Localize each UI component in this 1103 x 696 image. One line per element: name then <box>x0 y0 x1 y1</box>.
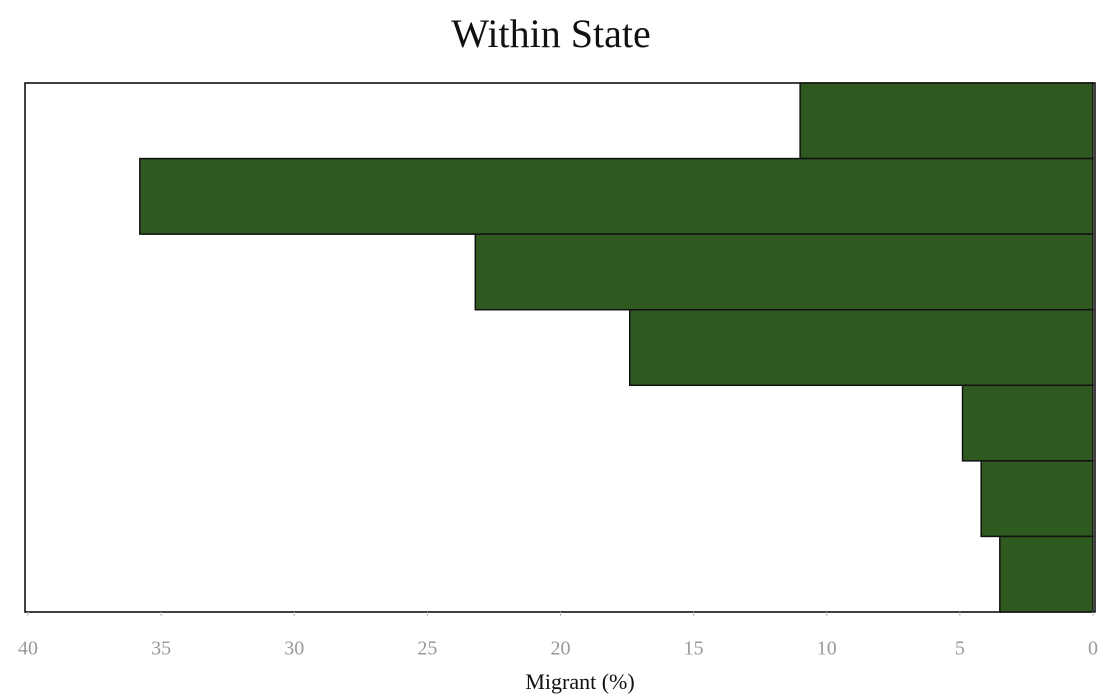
x-tick-label: 10 <box>817 638 837 660</box>
bar <box>139 157 1094 235</box>
bar <box>628 308 1094 387</box>
x-tick-label: 20 <box>551 638 571 660</box>
bar <box>799 82 1094 160</box>
chart-title: Within State <box>451 11 650 56</box>
x-tick-label: 5 <box>955 638 965 660</box>
x-tick-label: 40 <box>18 638 38 660</box>
bar <box>980 460 1094 538</box>
x-tick-label: 15 <box>684 638 704 660</box>
bar <box>961 384 1094 462</box>
x-tick-label: 35 <box>151 638 171 660</box>
bar <box>999 535 1094 613</box>
x-axis-label: Migrant (%) <box>525 669 634 694</box>
x-tick-label: 0 <box>1088 638 1098 660</box>
bar <box>474 233 1094 311</box>
x-tick-label: 30 <box>284 638 304 660</box>
x-tick-label: 25 <box>417 638 437 660</box>
